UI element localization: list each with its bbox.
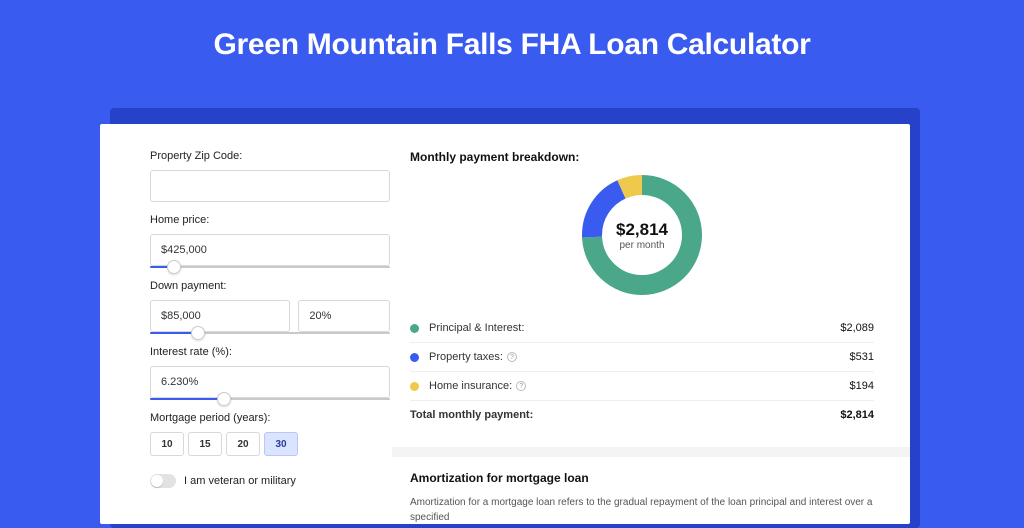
interest-slider-thumb[interactable] [217,392,231,406]
legend-dot [410,353,419,362]
calculator-card: Property Zip Code: Home price: Down paym… [100,124,910,524]
home-price-input[interactable] [150,234,390,266]
amortization-text: Amortization for a mortgage loan refers … [410,495,874,525]
donut-amount: $2,814 [616,220,668,240]
down-payment-slider-thumb[interactable] [191,326,205,340]
payment-donut-chart: $2,814 per month [581,174,703,296]
legend-row: Property taxes:?$531 [410,342,874,371]
zip-field-group: Property Zip Code: [150,150,390,202]
period-btn-30[interactable]: 30 [264,432,298,456]
legend-total-value: $2,814 [840,409,874,421]
veteran-toggle-row: I am veteran or military [150,474,390,488]
legend-row: Home insurance:?$194 [410,371,874,400]
period-label: Mortgage period (years): [150,412,390,424]
down-payment-field-group: Down payment: [150,280,390,334]
breakdown-title: Monthly payment breakdown: [410,150,874,164]
veteran-toggle-label: I am veteran or military [184,475,296,487]
period-btn-20[interactable]: 20 [226,432,260,456]
page-wrapper: Green Mountain Falls FHA Loan Calculator… [0,0,1024,512]
period-field-group: Mortgage period (years): 10152030 [150,412,390,456]
legend-value: $531 [850,351,874,363]
legend-total-label: Total monthly payment: [410,409,840,421]
legend-label: Home insurance:? [429,380,850,392]
breakdown-column: Monthly payment breakdown: $2,814 per mo… [410,150,874,524]
down-payment-amount-input[interactable] [150,300,290,332]
home-price-field-group: Home price: [150,214,390,268]
home-price-label: Home price: [150,214,390,226]
interest-input[interactable] [150,366,390,398]
veteran-toggle[interactable] [150,474,176,488]
interest-label: Interest rate (%): [150,346,390,358]
donut-sub: per month [619,240,664,251]
interest-slider-fill [150,398,224,400]
amortization-section: Amortization for mortgage loan Amortizat… [392,447,910,525]
home-price-slider-thumb[interactable] [167,260,181,274]
legend: Principal & Interest:$2,089Property taxe… [410,314,874,429]
home-price-slider[interactable] [150,266,390,268]
page-title: Green Mountain Falls FHA Loan Calculator [0,0,1024,80]
legend-dot [410,382,419,391]
legend-value: $2,089 [840,322,874,334]
legend-label: Principal & Interest: [429,322,840,334]
interest-field-group: Interest rate (%): [150,346,390,400]
down-payment-pct-input[interactable] [298,300,390,332]
zip-label: Property Zip Code: [150,150,390,162]
zip-input[interactable] [150,170,390,202]
legend-value: $194 [850,380,874,392]
down-payment-row [150,300,390,332]
legend-dot [410,324,419,333]
amortization-title: Amortization for mortgage loan [410,471,874,485]
info-icon[interactable]: ? [507,352,517,362]
down-payment-slider[interactable] [150,332,390,334]
down-payment-label: Down payment: [150,280,390,292]
period-buttons: 10152030 [150,432,390,456]
period-btn-15[interactable]: 15 [188,432,222,456]
interest-slider[interactable] [150,398,390,400]
donut-wrap: $2,814 per month [410,174,874,296]
legend-row: Principal & Interest:$2,089 [410,314,874,342]
inputs-column: Property Zip Code: Home price: Down paym… [150,150,390,524]
legend-label: Property taxes:? [429,351,850,363]
period-btn-10[interactable]: 10 [150,432,184,456]
info-icon[interactable]: ? [516,381,526,391]
donut-center: $2,814 per month [581,174,703,296]
legend-total-row: Total monthly payment:$2,814 [410,400,874,429]
veteran-toggle-knob [151,475,163,487]
